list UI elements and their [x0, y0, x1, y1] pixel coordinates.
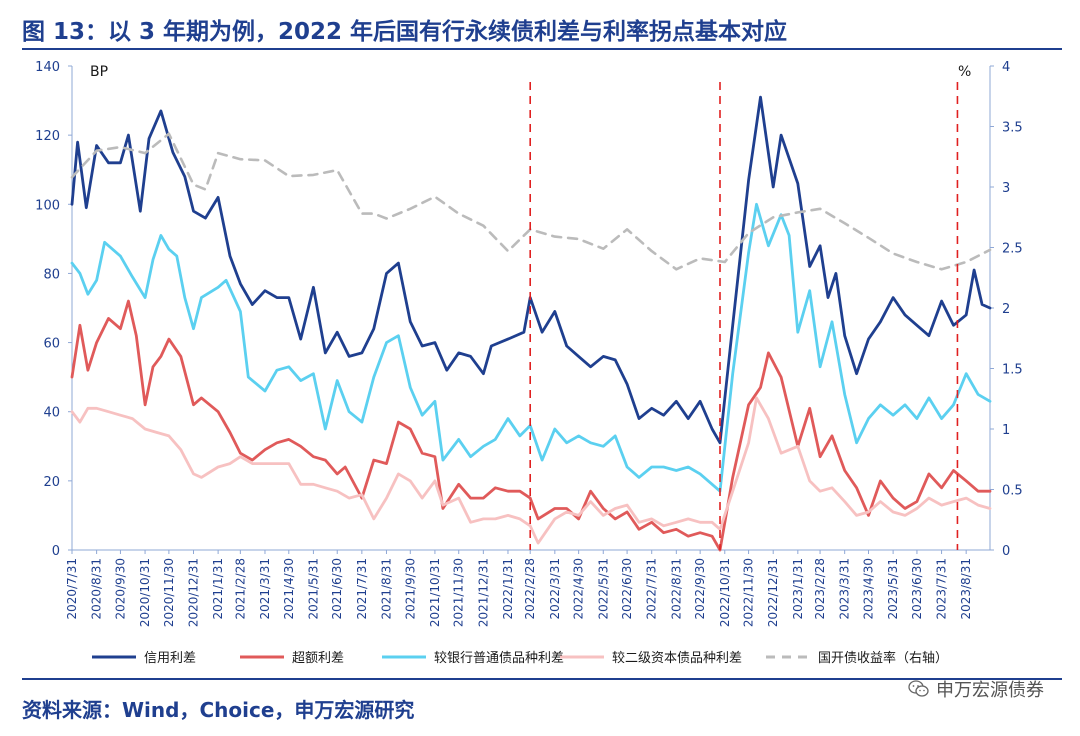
- y-right-tick-label: 3: [1002, 181, 1010, 196]
- source-bar: 资料来源：Wind，Choice，申万宏源研究: [22, 678, 1062, 722]
- x-tick-label: 2022/7/31: [645, 558, 659, 620]
- y-right-tick-label: 4: [1002, 60, 1010, 75]
- series-line-2: [70, 202, 992, 493]
- x-tick-label: 2023/2/28: [813, 558, 827, 620]
- legend-label: 超额利差: [292, 651, 344, 666]
- x-tick-label: 2022/5/31: [596, 558, 610, 620]
- x-tick-label: 2020/9/30: [113, 558, 127, 620]
- legend-label: 较二级资本债品种利差: [612, 651, 742, 666]
- x-tick-label: 2020/12/31: [187, 558, 201, 627]
- y-left-tick-label: 20: [43, 475, 60, 490]
- wechat-icon: [908, 680, 929, 697]
- x-tick-label: 2023/8/31: [959, 558, 973, 620]
- y-right-tick-label: 2: [1002, 302, 1010, 317]
- series-line-1: [70, 299, 992, 552]
- watermark-text: 申万宏源债券: [936, 680, 1044, 701]
- series-line-4: [70, 132, 992, 271]
- chart: 0 20 40 60 80 100 120 140 0 0.5 1 1.5 2 2.5 3 3.5 4 BP % 20…: [35, 60, 1023, 666]
- y-left-tick-label: 80: [43, 267, 60, 282]
- x-tick-label: 2021/6/30: [330, 558, 344, 620]
- x-tick-label: 2023/7/31: [935, 558, 949, 620]
- y-right-tick-label: 1: [1002, 423, 1010, 438]
- x-tick-label: 2023/1/31: [791, 558, 805, 620]
- x-tick-label: 2021/8/31: [379, 558, 393, 620]
- x-tick-label: 2021/2/28: [233, 558, 247, 620]
- series-line-3: [70, 396, 992, 545]
- y-left-tick-label: 0: [52, 544, 60, 559]
- x-tick-label: 2021/9/30: [403, 558, 417, 620]
- x-tick-label: 2020/11/30: [162, 558, 176, 627]
- x-tick-label: 2021/11/30: [452, 558, 466, 627]
- y-right-tick-label: 2.5: [1002, 242, 1023, 257]
- page-title: 图 13：以 3 年期为例，2022 年后国有行永续债利差与利率拐点基本对应: [22, 19, 788, 45]
- x-tick-label: 2022/8/31: [669, 558, 683, 620]
- x-tick-label: 2022/1/31: [501, 558, 515, 620]
- y-right-tick-label: 1.5: [1002, 363, 1023, 378]
- x-tick-label: 2021/4/30: [282, 558, 296, 620]
- x-tick-label: 2022/2/28: [523, 558, 537, 620]
- x-tick-label: 2022/12/31: [766, 558, 780, 627]
- y-left-tick-label: 100: [35, 198, 60, 213]
- legend-label: 国开债收益率（右轴）: [818, 650, 948, 666]
- x-tick-label: 2023/6/30: [910, 558, 924, 620]
- x-tick-label: 2021/7/31: [355, 558, 369, 620]
- title-bar: 图 13：以 3 年期为例，2022 年后国有行永续债利差与利率拐点基本对应: [22, 8, 1062, 50]
- x-tick-label: 2021/3/31: [258, 558, 272, 620]
- x-tick-label: 2021/5/31: [306, 558, 320, 620]
- watermark: 申万宏源债券: [908, 676, 1044, 702]
- y-left-tick-label: 120: [35, 129, 60, 144]
- x-tick-label: 2022/6/30: [620, 558, 634, 620]
- x-tick-label: 2023/4/30: [862, 558, 876, 620]
- x-tick-label: 2023/5/31: [886, 558, 900, 620]
- x-tick-label: 2020/7/31: [65, 558, 79, 620]
- y-left-tick-label: 40: [43, 406, 60, 421]
- x-tick-label: 2022/3/31: [548, 558, 562, 620]
- x-tick-label: 2020/8/31: [90, 558, 104, 620]
- y-left-tick-label: 60: [43, 337, 60, 352]
- x-tick-label: 2022/9/30: [693, 558, 707, 620]
- y-left-tick-label: 140: [35, 60, 60, 75]
- y-right-tick-label: 0.5: [1002, 484, 1023, 499]
- x-tick-label: 2022/4/30: [572, 558, 586, 620]
- x-tick-label: 2022/10/31: [718, 558, 732, 627]
- legend-label: 信用利差: [144, 651, 196, 666]
- y-left-unit-label: BP: [90, 64, 108, 80]
- x-tick-label: 2021/1/31: [211, 558, 225, 620]
- y-right-tick-label: 3.5: [1002, 121, 1023, 136]
- x-tick-label: 2022/11/30: [742, 558, 756, 627]
- source-note: 资料来源：Wind，Choice，申万宏源研究: [22, 698, 415, 722]
- legend-label: 较银行普通债品种利差: [434, 651, 564, 666]
- y-right-unit-label: %: [958, 64, 971, 80]
- x-tick-label: 2023/3/31: [838, 558, 852, 620]
- x-tick-label: 2021/12/31: [476, 558, 490, 627]
- x-tick-label: 2021/10/31: [428, 558, 442, 627]
- y-right-tick-label: 0: [1002, 544, 1010, 559]
- x-tick-label: 2020/10/31: [138, 558, 152, 627]
